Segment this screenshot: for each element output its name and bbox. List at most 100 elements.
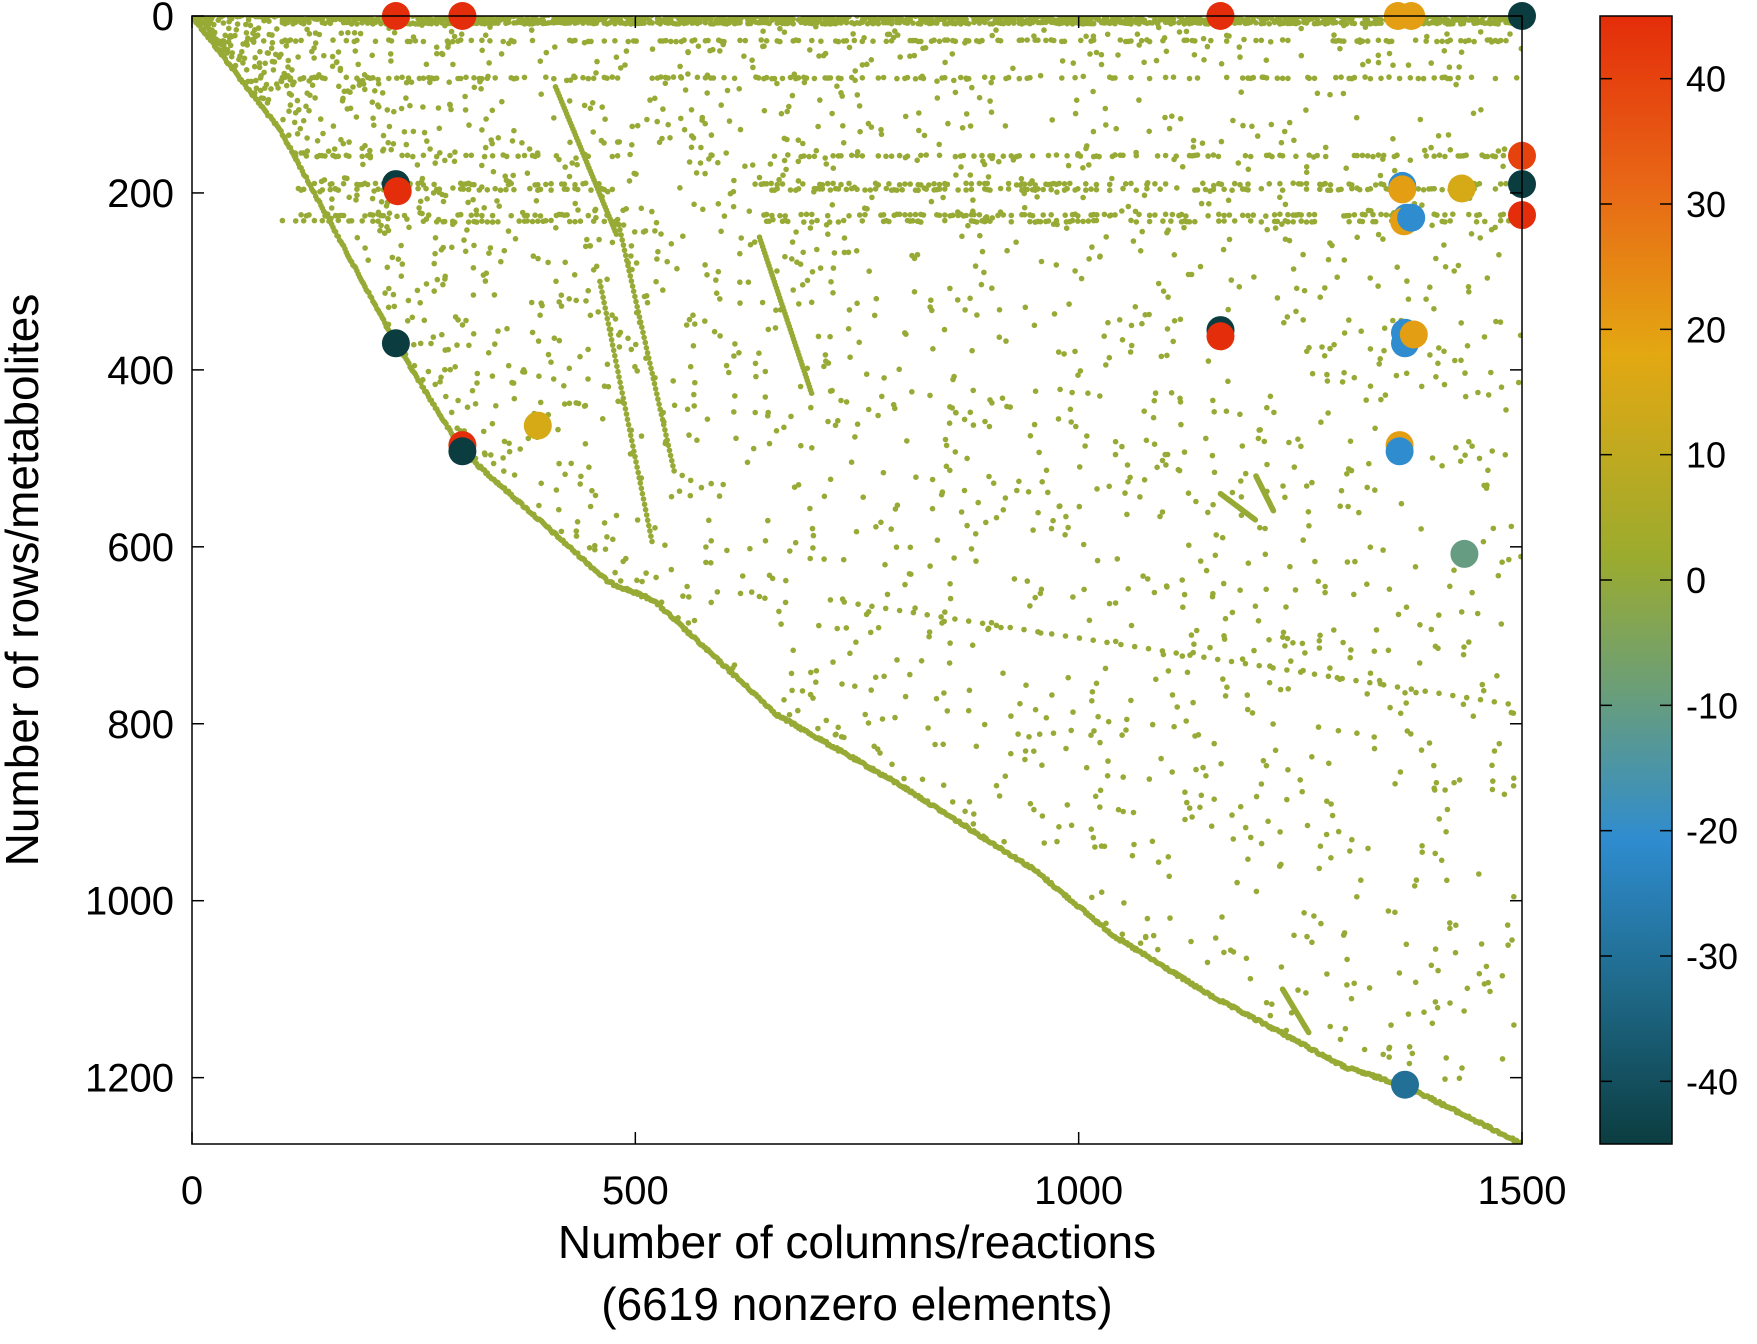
sparse-entry (942, 186, 948, 192)
sparse-entry (797, 383, 804, 390)
sparse-entry (1192, 218, 1198, 225)
sparse-entry (1113, 125, 1119, 132)
sparse-entry (1063, 513, 1069, 520)
sparse-entry (1511, 1022, 1517, 1028)
sparse-entry (1115, 52, 1121, 58)
sparse-entry (556, 337, 563, 344)
sparse-entry (1049, 692, 1055, 698)
sparse-entry (589, 487, 595, 494)
sparse-entry (588, 38, 594, 45)
sparse-entry (1136, 21, 1142, 27)
sparse-entry (748, 589, 755, 595)
sparse-entry (843, 19, 850, 26)
sparse-entry (419, 210, 425, 217)
sparse-entry (558, 528, 565, 535)
sparse-entry (1420, 75, 1427, 82)
sparse-entry (577, 218, 584, 224)
sparse-entry (1097, 739, 1103, 746)
sparse-entry (1380, 547, 1386, 553)
sparse-entry (551, 335, 558, 342)
sparse-entry (640, 229, 647, 235)
sparse-entry (1442, 153, 1448, 160)
sparse-entry (215, 17, 222, 24)
sparse-entry (960, 152, 967, 159)
sparse-entry (920, 212, 927, 218)
sparse-entry (1106, 181, 1113, 188)
sparse-entry (1427, 352, 1433, 358)
sparse-entry (865, 406, 872, 413)
sparse-entry (723, 150, 729, 156)
sparse-entry (886, 181, 892, 187)
sparse-entry (1351, 374, 1358, 381)
sparse-entry (1292, 587, 1299, 593)
sparse-entry (488, 137, 495, 143)
sparse-entry (545, 351, 552, 358)
sparse-entry (698, 144, 704, 151)
sparse-entry (1351, 980, 1357, 987)
sparse-entry (1170, 19, 1177, 26)
sparse-entry (1220, 676, 1226, 682)
sparse-entry (440, 198, 447, 205)
sparse-entry (1263, 999, 1270, 1006)
sparse-entry (1239, 212, 1246, 219)
sparse-entry (1354, 185, 1360, 191)
sparse-entry (1144, 576, 1151, 582)
sparse-entry (1353, 114, 1360, 121)
sparse-entry (1090, 20, 1097, 27)
sparse-entry (1229, 812, 1235, 818)
sparse-entry (997, 209, 1004, 215)
sparse-entry (461, 237, 467, 243)
sparse-entry (950, 212, 956, 219)
sparse-entry (1112, 638, 1119, 645)
sparse-entry (505, 362, 512, 369)
sparse-entry (993, 27, 999, 33)
sparse-entry (1182, 816, 1188, 823)
sparse-entry (388, 146, 395, 153)
sparse-entry (331, 146, 338, 152)
sparse-entry (1062, 212, 1068, 218)
sparse-entry (818, 38, 824, 44)
sparse-entry (420, 104, 426, 110)
sparse-entry (343, 74, 350, 81)
sparse-entry (687, 492, 694, 499)
sparse-entry (686, 159, 693, 165)
sparse-entry (1303, 20, 1310, 26)
sparse-entry (1078, 37, 1084, 44)
sparse-entry (311, 55, 317, 61)
sparse-entry (1211, 409, 1217, 415)
sparse-entry (808, 299, 815, 306)
sparse-entry (1203, 435, 1209, 442)
sparse-entry (1144, 180, 1151, 186)
sparse-entry (510, 172, 516, 179)
sparse-entry (781, 424, 787, 431)
sparse-entry (1037, 72, 1044, 79)
sparse-entry (1193, 766, 1199, 773)
sparse-entry (1283, 604, 1289, 610)
sparse-entry (702, 19, 709, 26)
sparse-entry (726, 118, 733, 124)
sparse-entry (731, 662, 738, 668)
sparse-entry (1339, 379, 1346, 385)
sparse-entry (1267, 393, 1274, 400)
sparse-entry (1004, 247, 1010, 254)
sparse-entry (1036, 449, 1042, 456)
sparse-entry (1218, 181, 1225, 188)
sparse-entry (1285, 686, 1291, 692)
sparse-entry (558, 292, 565, 299)
sparse-entry (269, 39, 276, 46)
sparse-entry (737, 250, 743, 257)
sparse-entry (731, 75, 738, 82)
sparse-entry (1122, 181, 1129, 187)
sparse-entry (1412, 979, 1419, 986)
sparse-entry (907, 544, 914, 551)
sparse-entry (936, 141, 942, 148)
sparse-entry (1309, 939, 1315, 946)
sparse-entry (801, 153, 807, 159)
sparse-entry (1480, 538, 1487, 545)
sparse-entry (1266, 637, 1272, 643)
sparse-entry (479, 47, 486, 54)
sparse-entry (1002, 773, 1009, 779)
sparse-entry (817, 97, 823, 103)
sparse-entry (1469, 443, 1475, 450)
sparse-entry (1258, 219, 1265, 225)
